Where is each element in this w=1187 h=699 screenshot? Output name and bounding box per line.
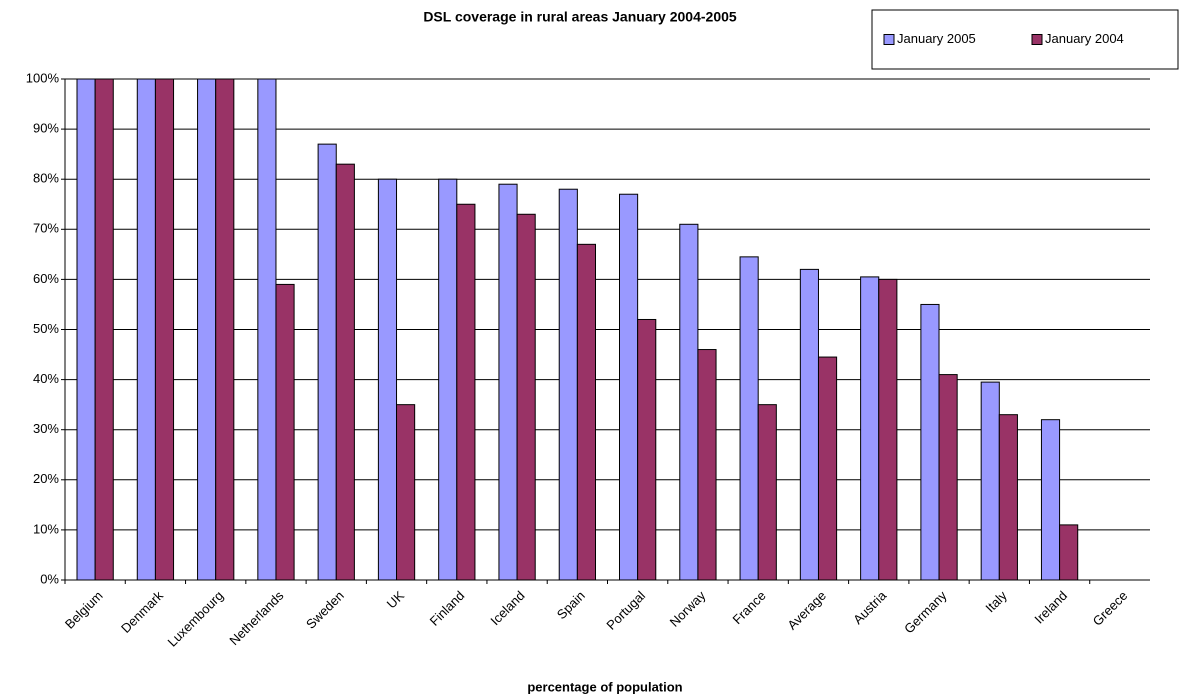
y-tick-label: 70% — [33, 221, 59, 236]
x-tick-label: Austria — [850, 587, 890, 627]
x-axis-title: percentage of population — [527, 679, 682, 694]
bar — [516, 213, 536, 581]
x-tick-label: Finland — [427, 588, 468, 629]
bar — [335, 163, 355, 581]
y-tick-label: 20% — [33, 471, 59, 486]
y-tick-label: 100% — [26, 70, 60, 85]
legend-label: January 2005 — [897, 31, 976, 46]
bar — [938, 374, 958, 581]
bar — [1040, 419, 1061, 581]
bar — [438, 178, 458, 581]
x-tick-label: Denmark — [118, 588, 166, 636]
legend-label: January 2004 — [1045, 31, 1124, 46]
bar — [456, 203, 476, 581]
bar — [215, 78, 235, 581]
y-tick-label: 90% — [33, 121, 59, 136]
x-tick-label: France — [730, 588, 769, 627]
bar — [878, 278, 898, 581]
bar — [739, 256, 759, 581]
x-tick-label: Average — [784, 588, 829, 633]
bar — [498, 183, 518, 581]
bar — [197, 78, 217, 581]
bar — [94, 78, 114, 581]
x-tick-label: Sweden — [303, 588, 347, 632]
chart-title: DSL coverage in rural areas January 2004… — [423, 9, 737, 25]
bar — [679, 223, 699, 581]
y-tick-label: 60% — [33, 271, 59, 286]
bar — [377, 178, 398, 581]
x-tick-label: Netherlands — [226, 588, 287, 649]
x-tick-label: Italy — [982, 588, 1010, 616]
legend-swatch — [883, 34, 895, 45]
x-tick-label: Portugal — [603, 588, 648, 633]
x-tick-label: Luxembourg — [165, 588, 227, 650]
bar — [1059, 524, 1079, 581]
bar — [154, 78, 175, 581]
x-tick-label: Germany — [901, 588, 950, 637]
bar — [275, 283, 295, 581]
x-tick-label: Norway — [667, 588, 709, 630]
x-tick-label: Ireland — [1031, 588, 1070, 627]
y-tick-label: 30% — [33, 421, 59, 436]
x-tick-label: Greece — [1090, 588, 1131, 629]
bar — [757, 404, 777, 581]
x-tick-label: Spain — [554, 588, 588, 622]
bar — [576, 243, 596, 581]
x-tick-label: Belgium — [62, 588, 106, 632]
y-tick-label: 10% — [33, 521, 59, 536]
bar — [998, 414, 1018, 581]
bar — [697, 349, 717, 581]
bar — [860, 276, 880, 581]
bar — [558, 188, 578, 581]
bar — [920, 303, 940, 581]
y-tick-label: 50% — [33, 321, 59, 336]
bar — [980, 381, 1000, 581]
bar — [76, 78, 96, 581]
bar — [619, 193, 639, 581]
x-tick-label: Iceland — [487, 588, 527, 628]
bar — [257, 78, 277, 581]
legend-box — [871, 9, 1179, 70]
y-tick-label: 80% — [33, 171, 59, 186]
y-tick-label: 0% — [40, 571, 59, 586]
bar — [799, 268, 819, 581]
y-tick-label: 40% — [33, 371, 59, 386]
x-tick-label: UK — [384, 588, 408, 612]
bar — [817, 356, 838, 581]
bar — [637, 318, 657, 581]
bar — [317, 143, 337, 581]
bar — [136, 78, 156, 581]
bar — [396, 404, 416, 581]
legend-swatch — [1031, 34, 1043, 45]
